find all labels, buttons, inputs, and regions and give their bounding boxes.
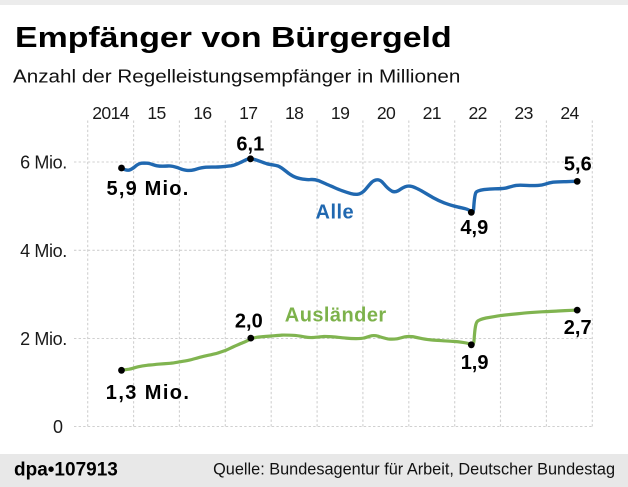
svg-text:2 Mio.: 2 Mio. xyxy=(20,329,67,349)
svg-text:2014: 2014 xyxy=(92,103,130,123)
svg-text:4 Mio.: 4 Mio. xyxy=(20,241,67,261)
svg-text:15: 15 xyxy=(147,103,166,123)
svg-text:Alle: Alle xyxy=(316,201,355,223)
svg-text:19: 19 xyxy=(331,103,349,123)
svg-text:Ausländer: Ausländer xyxy=(285,305,387,327)
svg-text:5,9 Mio.: 5,9 Mio. xyxy=(107,178,190,200)
svg-text:23: 23 xyxy=(514,103,533,123)
svg-text:0: 0 xyxy=(53,417,63,437)
svg-text:1,3 Mio.: 1,3 Mio. xyxy=(106,382,191,404)
svg-text:22: 22 xyxy=(469,103,487,123)
svg-text:Quelle: Bundesagentur für Arbe: Quelle: Bundesagentur für Arbeit, Deutsc… xyxy=(213,461,615,479)
svg-text:1,9: 1,9 xyxy=(461,352,489,374)
svg-text:20: 20 xyxy=(377,103,396,123)
svg-text:4,9: 4,9 xyxy=(460,217,488,239)
svg-text:6 Mio.: 6 Mio. xyxy=(20,153,67,173)
svg-text:18: 18 xyxy=(285,103,304,123)
svg-text:6,1: 6,1 xyxy=(236,134,264,156)
svg-text:2,0: 2,0 xyxy=(235,311,263,333)
svg-text:2,7: 2,7 xyxy=(564,317,592,339)
svg-text:Empfänger von Bürgergeld: Empfänger von Bürgergeld xyxy=(15,21,452,53)
svg-text:17: 17 xyxy=(239,103,257,123)
svg-text:dpa•107913: dpa•107913 xyxy=(14,460,118,481)
svg-text:5,6: 5,6 xyxy=(564,154,592,176)
svg-text:Anzahl der Regelleistungsempfä: Anzahl der Regelleistungsempfänger in Mi… xyxy=(13,67,460,88)
svg-text:16: 16 xyxy=(193,103,212,123)
svg-text:21: 21 xyxy=(423,103,441,123)
svg-text:24: 24 xyxy=(560,103,579,123)
